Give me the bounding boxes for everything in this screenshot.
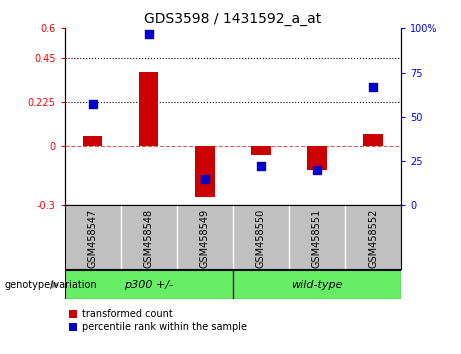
Bar: [363, 133, 383, 146]
Text: GSM458552: GSM458552: [368, 209, 378, 268]
Text: GSM458551: GSM458551: [312, 209, 322, 268]
Point: [201, 176, 208, 182]
Bar: [233, 270, 401, 299]
Title: GDS3598 / 1431592_a_at: GDS3598 / 1431592_a_at: [144, 12, 321, 26]
Bar: [195, 146, 214, 198]
Text: wild-type: wild-type: [291, 280, 343, 290]
Bar: [65, 270, 233, 299]
Point: [89, 102, 96, 107]
Text: GSM458547: GSM458547: [88, 209, 98, 268]
Point: [369, 84, 377, 90]
Bar: [83, 136, 102, 146]
Text: genotype/variation: genotype/variation: [5, 280, 97, 290]
Bar: [307, 146, 327, 170]
Text: GSM458549: GSM458549: [200, 209, 210, 268]
Legend: transformed count, percentile rank within the sample: transformed count, percentile rank withi…: [70, 309, 247, 332]
Text: GSM458550: GSM458550: [256, 209, 266, 268]
Bar: [251, 146, 271, 155]
Text: GSM458548: GSM458548: [144, 209, 154, 268]
Bar: [139, 72, 159, 146]
Point: [257, 164, 265, 169]
Text: p300 +/-: p300 +/-: [124, 280, 173, 290]
Point: [145, 31, 152, 36]
Point: [313, 167, 321, 173]
